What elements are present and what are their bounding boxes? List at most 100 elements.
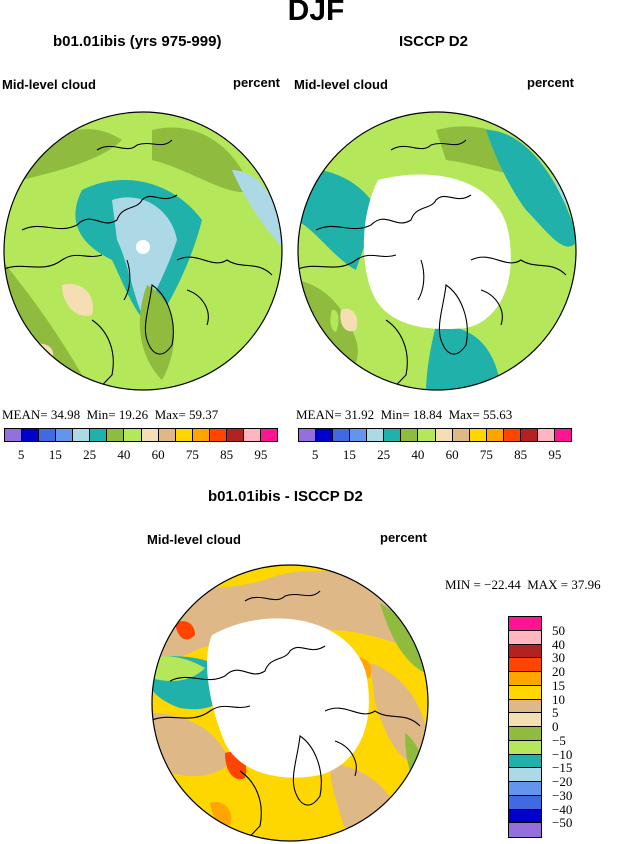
diff-field-region xyxy=(175,621,195,640)
left-colorbar-swatch xyxy=(209,429,227,441)
left-colorbar-swatch xyxy=(73,429,91,441)
diff-units-label: percent xyxy=(380,530,427,545)
diff-colorbar-tick-label: 20 xyxy=(552,664,565,679)
right-colorbar-tick-label: 95 xyxy=(548,447,562,462)
diff-field-region xyxy=(380,603,425,673)
left-variable-label: Mid-level cloud xyxy=(2,77,96,92)
diff-stats: MIN = −22.44 MAX = 37.96 xyxy=(445,577,601,593)
diff-field-region xyxy=(152,713,230,777)
diff-colorbar-swatch xyxy=(509,809,541,824)
diff-colorbar-swatch xyxy=(509,630,541,645)
diff-min-value: −22.44 xyxy=(484,577,521,592)
diff-colorbar-swatch xyxy=(509,644,541,659)
diff-panel-subtitle: b01.01ibis - ISCCP D2 xyxy=(208,488,363,505)
diff-colorbar-tick-label: 15 xyxy=(552,677,565,693)
right-colorbar-tick-label: 85 xyxy=(514,447,528,462)
right-colorbar xyxy=(298,428,572,442)
diff-field-region xyxy=(370,663,428,765)
diff-colorbar-swatch xyxy=(509,768,541,782)
right-colorbar-swatch xyxy=(316,429,334,441)
diff-variable-label: Mid-level cloud xyxy=(147,532,241,547)
right-colorbar-tick-label: 60 xyxy=(445,447,459,462)
left-colorbar-swatch xyxy=(39,429,57,441)
diff-colorbar-tick-label: −30 xyxy=(552,787,573,803)
right-colorbar-swatch xyxy=(435,429,453,441)
diff-colorbar-tick-label: −5 xyxy=(552,732,566,748)
right-missing-region xyxy=(363,174,511,330)
diff-colorbar-swatch xyxy=(509,754,541,769)
diff-colorbar-swatch xyxy=(509,713,541,727)
left-panel-subtitle: b01.01ibis (yrs 975-999) xyxy=(53,33,222,50)
left-colorbar-tick-label: 85 xyxy=(220,447,234,462)
right-panel-subtitle: ISCCP D2 xyxy=(399,33,468,50)
diff-colorbar-swatch xyxy=(509,617,541,631)
right-colorbar-swatch xyxy=(554,429,571,441)
right-max-value: 55.63 xyxy=(483,407,513,422)
left-colorbar-swatch xyxy=(260,429,277,441)
diff-colorbar-tick-label: 5 xyxy=(552,705,559,721)
right-colorbar-swatch xyxy=(520,429,538,441)
left-min-value: 19.26 xyxy=(118,407,149,422)
diff-field-region xyxy=(152,656,205,681)
right-colorbar-swatch xyxy=(469,429,487,441)
diff-colorbar-tick-label: −15 xyxy=(552,760,573,776)
diff-max-value: 37.96 xyxy=(571,577,601,592)
left-colorbar-swatch xyxy=(226,429,244,441)
left-colorbar-tick-label: 15 xyxy=(48,447,62,462)
right-field-region xyxy=(330,309,339,332)
diff-colorbar-tick-label: 30 xyxy=(552,650,565,666)
right-field-region xyxy=(298,169,373,270)
left-field-region xyxy=(232,170,282,250)
right-units-label: percent xyxy=(527,75,574,90)
diff-colorbar-tick-label: −40 xyxy=(552,801,573,817)
diff-colorbar-swatch xyxy=(509,672,541,686)
right-colorbar-swatch xyxy=(367,429,385,441)
left-colorbar-tick-label: 75 xyxy=(185,447,199,462)
right-field-region xyxy=(486,130,576,247)
left-colorbar-swatch xyxy=(141,429,159,441)
diff-colorbar-swatch xyxy=(509,658,541,672)
diff-colorbar-swatch xyxy=(509,685,541,700)
left-colorbar-swatch xyxy=(90,429,108,441)
diff-colorbar-tick-label: 40 xyxy=(552,636,565,652)
left-missing-pole xyxy=(136,240,150,254)
right-colorbar-swatch xyxy=(503,429,521,441)
left-units-label: percent xyxy=(233,75,280,90)
left-polar-map xyxy=(3,111,283,391)
right-polar-map xyxy=(297,111,577,391)
left-colorbar-swatch xyxy=(107,429,125,441)
diff-colorbar-tick-label: −10 xyxy=(552,746,573,762)
right-colorbar-tick-label: 40 xyxy=(411,447,425,462)
left-field-region xyxy=(152,127,252,193)
diff-colorbar-tick-label: −50 xyxy=(552,815,573,831)
right-field-region xyxy=(426,325,501,390)
right-colorbar-tick-label: 15 xyxy=(342,447,356,462)
diff-colorbar-tick-label: 50 xyxy=(552,622,565,638)
left-stats: MEAN= 34.98 Min= 19.26 Max= 59.37 xyxy=(2,407,218,423)
right-mean-label: MEAN= xyxy=(296,407,342,422)
diff-missing-region xyxy=(207,618,369,778)
diff-colorbar-swatch xyxy=(509,699,541,714)
right-min-value: 18.84 xyxy=(412,407,443,422)
diff-colorbar-swatch xyxy=(509,740,541,755)
right-colorbar-swatch xyxy=(333,429,351,441)
diff-field-region xyxy=(210,802,232,826)
right-colorbar-swatch xyxy=(350,429,368,441)
left-max-value: 59.37 xyxy=(189,407,219,422)
right-colorbar-swatch xyxy=(401,429,419,441)
left-colorbar-swatch xyxy=(158,429,176,441)
right-field-region xyxy=(340,308,358,332)
left-colorbar-tick-label: 5 xyxy=(17,447,25,462)
left-colorbar-swatch xyxy=(5,429,23,441)
left-colorbar-tick-label: 25 xyxy=(83,447,97,462)
right-max-label: Max= xyxy=(448,407,480,422)
left-field-region xyxy=(112,197,177,315)
left-colorbar-ticks: 5 15 25 40 60 75 85 95 xyxy=(4,447,278,463)
right-colorbar-tick-label: 75 xyxy=(479,447,493,462)
diff-colorbar-swatch xyxy=(509,823,541,837)
left-colorbar-tick-label: 60 xyxy=(151,447,165,462)
right-min-label: Min= xyxy=(380,407,410,422)
right-colorbar-tick-label: 25 xyxy=(377,447,391,462)
right-colorbar-swatch xyxy=(384,429,402,441)
right-variable-label: Mid-level cloud xyxy=(294,77,388,92)
